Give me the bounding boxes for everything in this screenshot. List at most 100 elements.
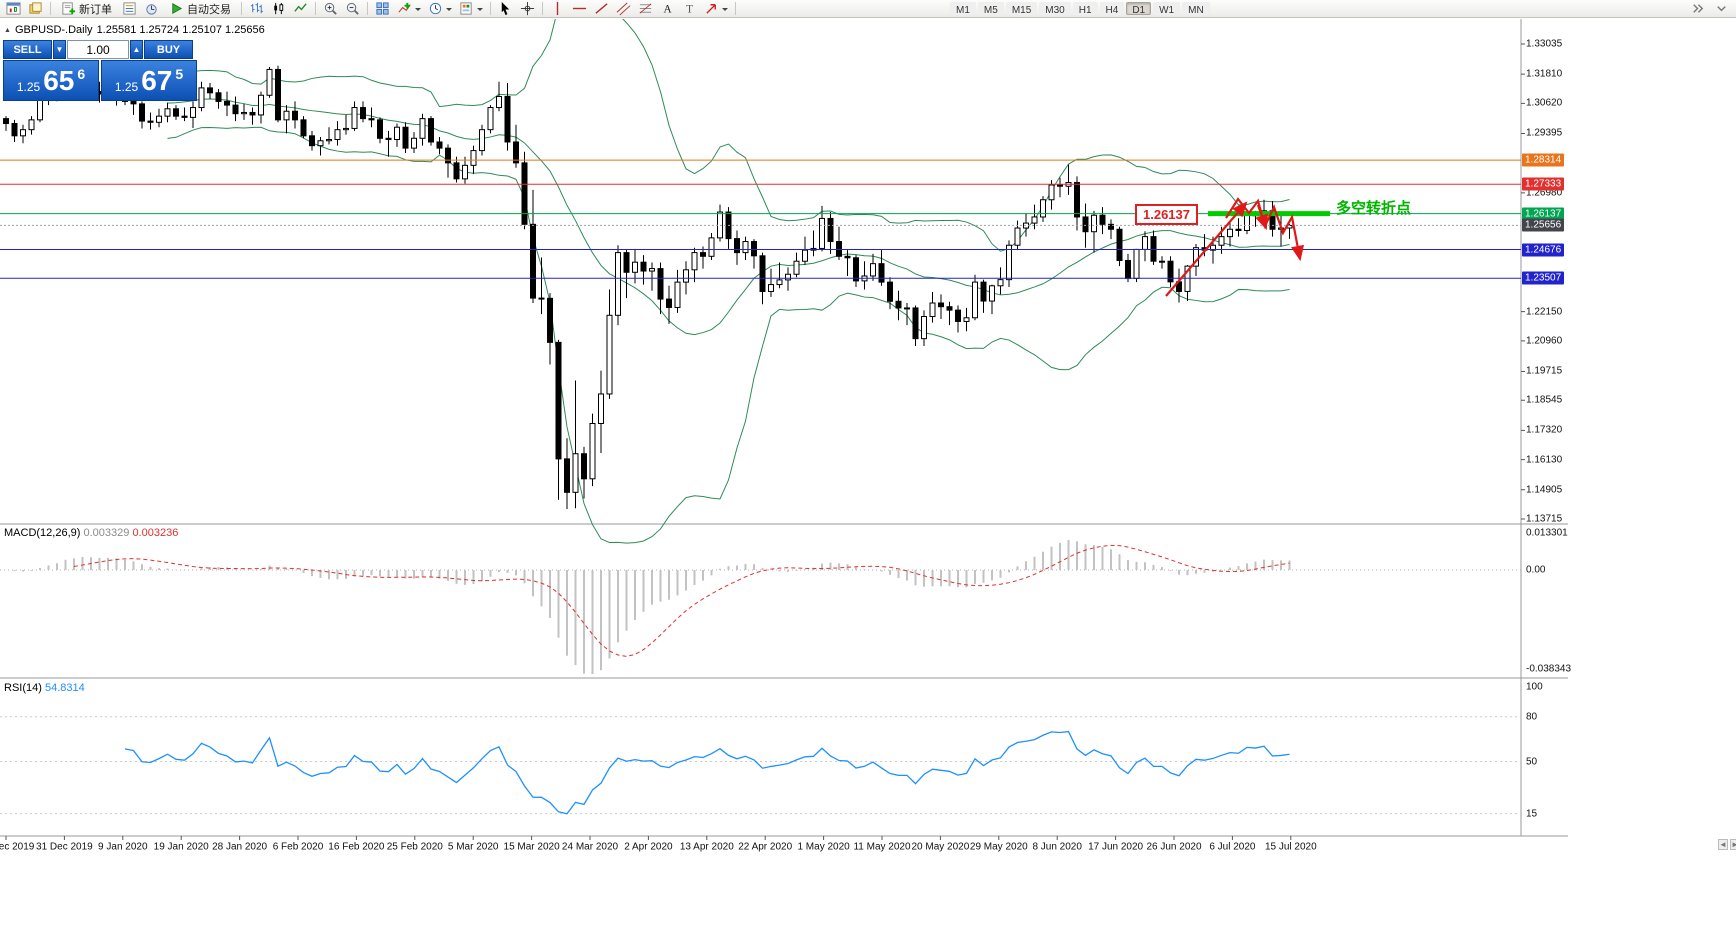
auto-trading-button[interactable]: 自动交易	[163, 1, 237, 17]
svg-text:A: A	[663, 3, 672, 15]
price-axis-label: 1.22150	[1526, 306, 1563, 318]
price-annotation-box[interactable]: 1.26137	[1135, 204, 1198, 225]
sell-price-prefix: 1.25	[16, 79, 41, 94]
macd-axis-label: -0.038343	[1526, 663, 1572, 675]
tile-windows-button[interactable]	[372, 1, 393, 17]
toolbar-separator	[735, 2, 736, 15]
scroll-right-icon[interactable]: ►	[1730, 839, 1736, 850]
tester-icon	[146, 4, 157, 15]
crosshair-icon	[520, 1, 535, 16]
candlestick-mode-button[interactable]	[268, 1, 289, 17]
chart-canvas[interactable]	[0, 19, 1736, 944]
indicators-icon	[398, 2, 411, 13]
date-axis-label: 17 Jun 2020	[1088, 841, 1144, 853]
new-chart-button[interactable]	[3, 1, 24, 17]
clock-icon	[429, 2, 442, 15]
date-axis-label: 15 Mar 2020	[503, 841, 560, 853]
date-axis-label: 6 Jul 2020	[1209, 841, 1256, 853]
templates-icon	[460, 2, 472, 15]
timeframe-d1-button[interactable]: D1	[1126, 2, 1152, 16]
buy-button[interactable]: BUY	[144, 40, 193, 59]
trendline-tool-button[interactable]	[591, 1, 612, 17]
price-axis-label: 1.14905	[1526, 484, 1563, 496]
timeframe-m30-button[interactable]: M30	[1039, 2, 1071, 16]
vertical-line-tool-button[interactable]	[547, 1, 568, 17]
timeframe-h4-button[interactable]: H4	[1099, 2, 1125, 16]
label-icon: T	[686, 3, 693, 15]
timeframe-toolbar: M1 M5 M15 M30 H1 H4 D1 W1 MN	[950, 2, 1210, 16]
arrows-tool-button[interactable]	[701, 1, 731, 17]
date-axis-label: 20 May 2020	[911, 841, 970, 853]
timeframe-h1-button[interactable]: H1	[1072, 2, 1098, 16]
bar-chart-icon	[250, 2, 264, 14]
date-axis-label: 29 May 2020	[969, 841, 1028, 853]
chart-ohlc-values: 1.25581 1.25724 1.25107 1.25656	[96, 24, 265, 36]
buy-price-button[interactable]: 1.25 67 5	[101, 60, 197, 101]
price-axis-label: 1.19715	[1526, 365, 1563, 377]
toolbar-separator	[241, 2, 242, 15]
sell-price-pip: 6	[77, 65, 86, 82]
macd-signal-value: 0.003236	[132, 527, 179, 539]
toolbar-separator	[490, 2, 491, 15]
zoom-out-button[interactable]	[342, 1, 363, 17]
candlestick-icon	[274, 2, 284, 15]
periods-button[interactable]	[425, 1, 455, 17]
crosshair-tool-button[interactable]	[517, 1, 538, 17]
chart-window-icon	[6, 2, 21, 15]
horizontal-line-tool-button[interactable]	[569, 1, 590, 17]
toolbar-overflow-button[interactable]	[1687, 1, 1708, 17]
timeframe-w1-button[interactable]: W1	[1153, 2, 1181, 16]
templates-button[interactable]	[456, 1, 486, 17]
timeframe-m15-button[interactable]: M15	[1005, 2, 1038, 16]
turning-point-label[interactable]: 多空转折点	[1336, 200, 1412, 217]
new-order-button[interactable]: 新订单	[55, 1, 118, 17]
toolbar-separator	[542, 2, 543, 15]
date-axis-label: 9 Jan 2020	[98, 841, 148, 853]
indicators-button[interactable]	[394, 1, 424, 17]
scroll-left-icon[interactable]: ◄	[1718, 839, 1728, 850]
bar-chart-mode-button[interactable]	[246, 1, 267, 17]
macd-main-value: 0.003329	[83, 527, 130, 539]
label-tool-button[interactable]: T	[679, 1, 700, 17]
line-chart-mode-button[interactable]	[290, 1, 311, 17]
date-axis-label: 31 Dec 2019	[36, 841, 93, 853]
fibonacci-tool-button[interactable]	[635, 1, 656, 17]
text-tool-button[interactable]: A	[657, 1, 678, 17]
sell-price-big: 65	[43, 64, 75, 96]
volume-up-button[interactable]: ▲	[130, 40, 143, 59]
zoom-in-button[interactable]	[320, 1, 341, 17]
strategy-tester-button[interactable]	[141, 1, 162, 17]
date-axis-label: 6 Feb 2020	[272, 841, 324, 853]
auto-trading-play-icon	[172, 3, 183, 14]
toolbar-options-button[interactable]	[1711, 1, 1732, 17]
date-axis-label: 16 Feb 2020	[328, 841, 385, 853]
price-axis-label: 1.33035	[1526, 38, 1563, 50]
timeframe-mn-button[interactable]: MN	[1182, 2, 1210, 16]
timeframe-m1-button[interactable]: M1	[950, 2, 976, 16]
macd-axis-label: 0.013301	[1526, 527, 1568, 539]
sell-button[interactable]: SELL	[3, 40, 52, 59]
chart-window: ▲ GBPUSD-.Daily 1.25581 1.25724 1.25107 …	[0, 19, 1736, 944]
chart-profiles-button[interactable]	[25, 1, 46, 17]
arrow-objects-icon	[706, 4, 716, 14]
zoom-out-icon	[346, 2, 359, 15]
volume-down-button[interactable]: ▼	[53, 40, 66, 59]
tile-windows-icon	[376, 2, 389, 15]
sell-price-button[interactable]: 1.25 65 6	[3, 60, 99, 101]
market-watch-button[interactable]	[119, 1, 140, 17]
price-axis-label: 1.30620	[1526, 97, 1563, 109]
cursor-tool-button[interactable]	[495, 1, 516, 17]
toolbar-separator	[50, 2, 51, 15]
price-axis-tag: 1.28314	[1522, 153, 1565, 167]
timeframe-m5-button[interactable]: M5	[977, 2, 1004, 16]
date-axis-label: 13 Apr 2020	[679, 841, 734, 853]
date-axis-label: 1 May 2020	[797, 841, 850, 853]
line-chart-icon	[294, 3, 307, 12]
chart-title-icon: ▲	[4, 26, 11, 34]
vertical-line-icon	[556, 1, 559, 16]
price-axis-label: 1.31810	[1526, 68, 1563, 80]
channel-tool-button[interactable]	[613, 1, 634, 17]
price-axis-tag: 1.27333	[1522, 177, 1565, 191]
volume-input[interactable]	[67, 40, 129, 59]
date-axis-label: 15 Jul 2020	[1264, 841, 1317, 853]
